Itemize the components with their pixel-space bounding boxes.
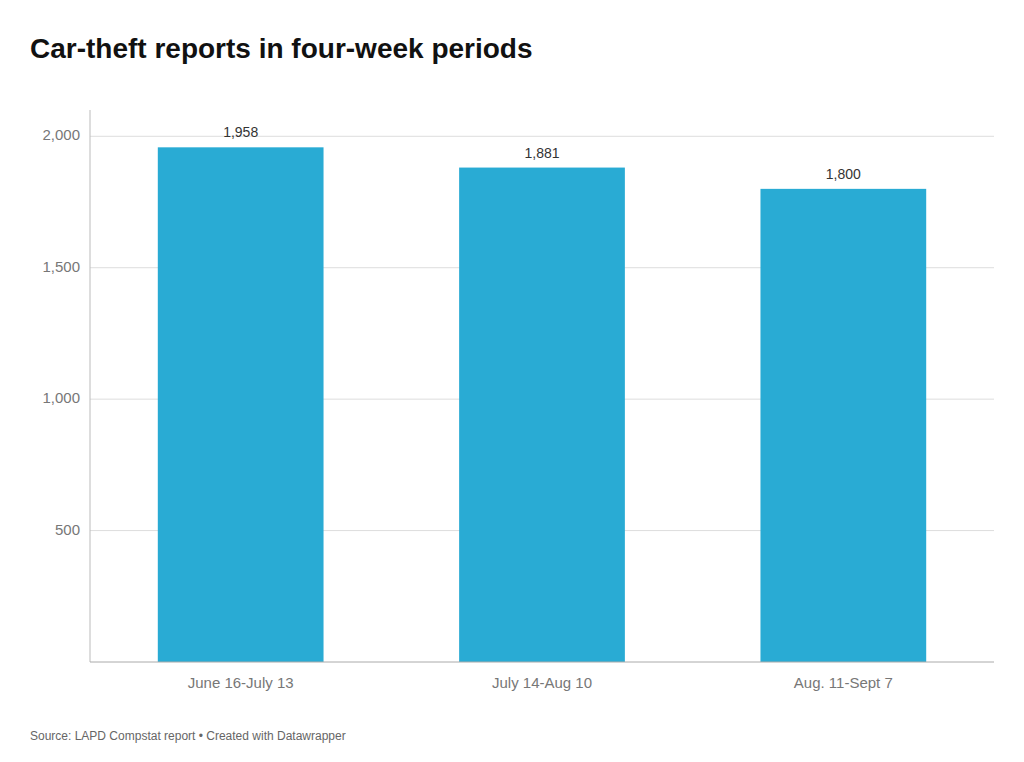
title: Car-theft reports in four-week periods — [30, 33, 533, 64]
data-label: 1,881 — [524, 145, 559, 161]
x-axis-line — [90, 662, 994, 663]
chart-svg: Car-theft reports in four-week periods 50… — [0, 0, 1024, 762]
y-axis-line — [90, 110, 91, 662]
bar — [158, 147, 324, 662]
chart-container: Car-theft reports in four-week periods 50… — [0, 0, 1024, 762]
annotation: Source: LAPD Compstat report • Created w… — [30, 729, 346, 743]
x-tick-label: July 14-Aug 10 — [492, 674, 592, 691]
data-label: 1,800 — [826, 166, 861, 182]
bar — [459, 168, 625, 662]
y-tick-label: 1,000 — [42, 389, 80, 406]
y-tick-label: 500 — [55, 521, 80, 538]
y-tick-label: 1,500 — [42, 258, 80, 275]
x-tick-label: June 16-July 13 — [188, 674, 294, 691]
bars — [158, 147, 926, 662]
y-tick-label: 2,000 — [42, 126, 80, 143]
x-tick-label: Aug. 11-Sept 7 — [794, 674, 893, 691]
bar — [760, 189, 926, 662]
data-label: 1,958 — [223, 124, 258, 140]
